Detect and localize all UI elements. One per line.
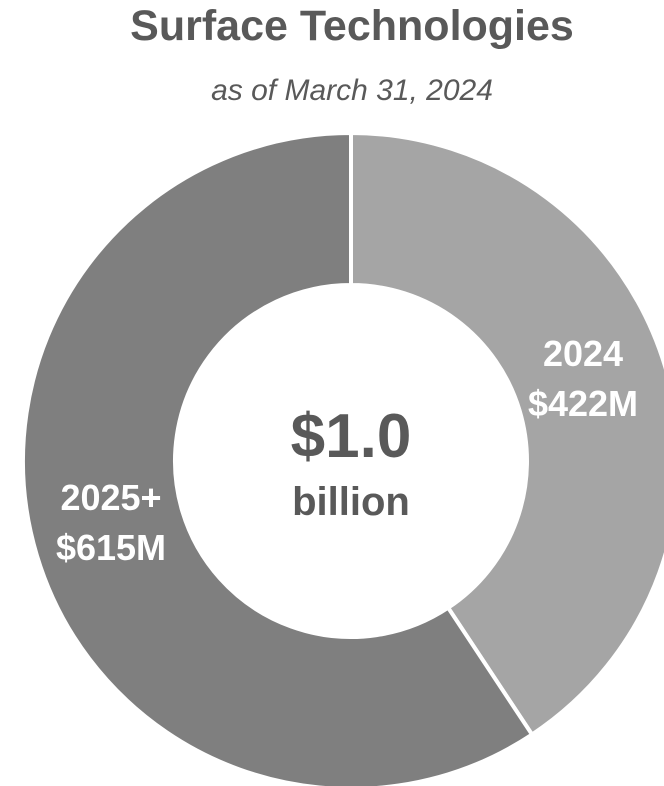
slice-category-label: 2025+ — [60, 477, 161, 518]
chart-title: Surface Technologies — [130, 2, 574, 50]
center-total-unit: billion — [292, 480, 410, 524]
slice-2024 — [349, 130, 664, 738]
slice-value-label: $422M — [528, 383, 638, 424]
chart-subtitle: as of March 31, 2024 — [211, 74, 493, 107]
donut-slices — [21, 130, 664, 786]
slice-2025 — [21, 130, 535, 786]
slice-value-label: $615M — [56, 527, 166, 568]
slice-labels: 2024 $422M 2025+ $615M — [56, 333, 638, 568]
slice-category-label: 2024 — [543, 333, 623, 374]
center-total-value: $1.0 — [291, 402, 412, 471]
